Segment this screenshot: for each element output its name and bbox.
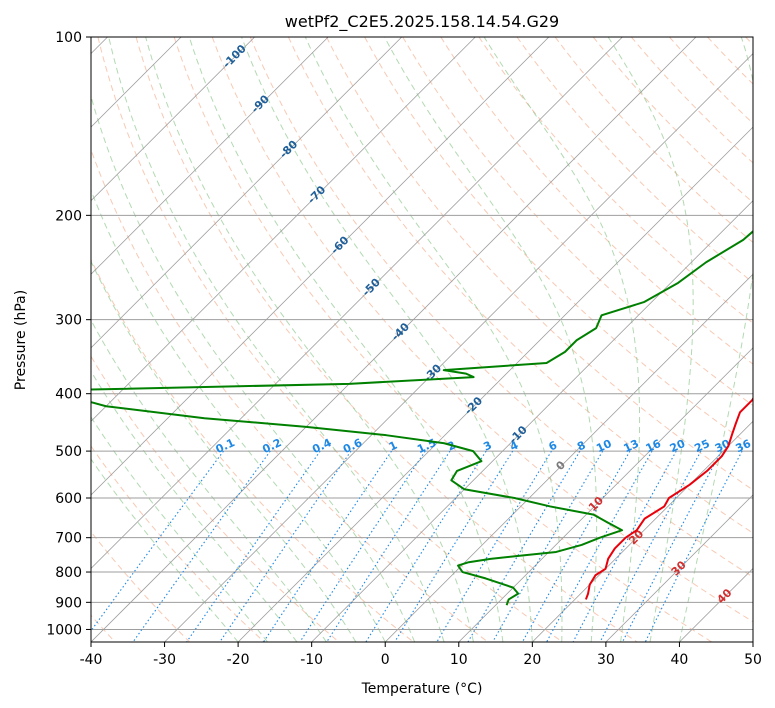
- chart-title: wetPf2_C2E5.2025.158.14.54.G29: [285, 12, 559, 32]
- moist-adiabat-line: [91, 319, 327, 642]
- mixing-ratio-line: [572, 450, 677, 642]
- y-tick-label: 800: [55, 565, 82, 581]
- mixing-ratio-label: 25: [692, 437, 711, 455]
- y-tick-label: 900: [55, 595, 82, 611]
- dewpoint-line: [91, 230, 753, 606]
- mixing-ratio-line: [91, 450, 224, 632]
- mixing-ratio-label: 30: [713, 437, 733, 455]
- moist-adiabat-line: [91, 458, 239, 642]
- x-tick-label: 0: [381, 652, 390, 668]
- x-axis-title: Temperature (°C): [361, 681, 483, 697]
- x-tick-label: 30: [597, 652, 615, 668]
- isotherm-line: [237, 126, 753, 642]
- y-tick-label: 200: [55, 208, 82, 224]
- dry-adiabat-line: [97, 37, 563, 642]
- dry-adiabat-line: [478, 37, 753, 324]
- isotherm-line: [91, 37, 403, 349]
- moist-adiabat-line: [145, 37, 474, 642]
- x-tick-label: -10: [300, 652, 323, 668]
- mixing-ratio-line: [644, 450, 743, 642]
- x-tick-label: 20: [523, 652, 541, 668]
- isotherm-line: [164, 52, 753, 642]
- mixing-ratio-line: [394, 450, 514, 642]
- dry-adiabat-line: [135, 37, 638, 642]
- dry-adiabat-line: [173, 37, 713, 642]
- dry-adiabat-line: [249, 37, 753, 578]
- y-tick-label: 600: [55, 491, 82, 507]
- plot-frame: [90, 36, 754, 643]
- y-tick-label: 700: [55, 531, 82, 547]
- x-tick-label: -30: [153, 652, 176, 668]
- moist-adiabat-line: [91, 370, 298, 642]
- isotherm-line: [91, 37, 476, 422]
- mixing-ratio-line: [521, 450, 631, 642]
- moist-adiabat-line: [108, 37, 445, 642]
- mixing-ratio-label: 13: [622, 437, 641, 455]
- dry-adiabat-line: [91, 355, 340, 642]
- dry-adiabat-line: [402, 37, 753, 407]
- mixing-ratio-line: [599, 450, 702, 642]
- mixing-ratio-label: 10: [594, 437, 614, 455]
- x-tick-label: -20: [227, 652, 250, 668]
- mixing-ratio-line: [622, 450, 722, 642]
- moist-adiabat-line: [91, 416, 268, 642]
- dry-adiabat-line: [440, 37, 753, 365]
- dry-adiabat-line: [91, 148, 489, 642]
- isotherm-line: [384, 273, 753, 642]
- isotherm-line: [91, 37, 550, 496]
- isotherm-line: [605, 494, 753, 642]
- moist-adiabat-line: [241, 37, 533, 642]
- isotherm-line: [532, 420, 753, 642]
- isotherm-line: [91, 37, 623, 570]
- moist-adiabat-line: [678, 37, 753, 642]
- axes: -40 -30 -20 -10 0 10 20 30 40 50 100 200 300 400 500 60…: [46, 30, 762, 668]
- y-axis-title: Pressure (hPa): [13, 290, 29, 390]
- mixing-ratio-line: [263, 450, 392, 642]
- mixing-ratio-line: [546, 450, 653, 642]
- mixing-ratio-label: 20: [668, 437, 688, 455]
- mixing-ratio-line: [219, 450, 352, 642]
- temperature-line: [584, 396, 753, 600]
- isotherm-line: [458, 347, 753, 642]
- dry-adiabat-line: [211, 37, 753, 623]
- isotherm-line: [91, 37, 329, 275]
- y-tick-label: 300: [55, 313, 82, 329]
- y-tick-label: 400: [55, 387, 82, 403]
- dry-adiabat-line: [91, 445, 265, 642]
- mixing-ratio-line: [186, 450, 321, 642]
- x-tick-label: -40: [80, 652, 103, 668]
- isotherm-line: [91, 37, 697, 642]
- moist-adiabat-line: [304, 37, 563, 642]
- x-tick-label: 40: [671, 652, 689, 668]
- x-tick-label: 10: [450, 652, 468, 668]
- mixing-ratio-line: [299, 450, 426, 642]
- data-series: [91, 230, 753, 606]
- y-tick-label: 500: [55, 444, 82, 460]
- moist-adiabat-line: [91, 188, 386, 642]
- mixing-ratio-label: 16: [644, 437, 664, 455]
- y-tick-label: 100: [55, 30, 82, 46]
- moist-adiabat-line: [188, 37, 504, 642]
- mixing-ratio-label: 36: [734, 437, 754, 455]
- y-tick-label: 1000: [46, 622, 82, 638]
- moist-adiabat-line: [91, 260, 357, 642]
- dry-adiabat-line: [326, 37, 753, 491]
- isotherm-line: [91, 37, 255, 202]
- isotherm-line: [311, 200, 753, 642]
- moist-adiabat-line: [384, 37, 598, 642]
- moist-adiabat-line: [483, 37, 641, 642]
- moist-adiabat-line: [607, 37, 694, 642]
- mixing-ratio-line: [492, 450, 604, 642]
- background-lines: [91, 37, 753, 642]
- x-tick-label: 50: [744, 652, 762, 668]
